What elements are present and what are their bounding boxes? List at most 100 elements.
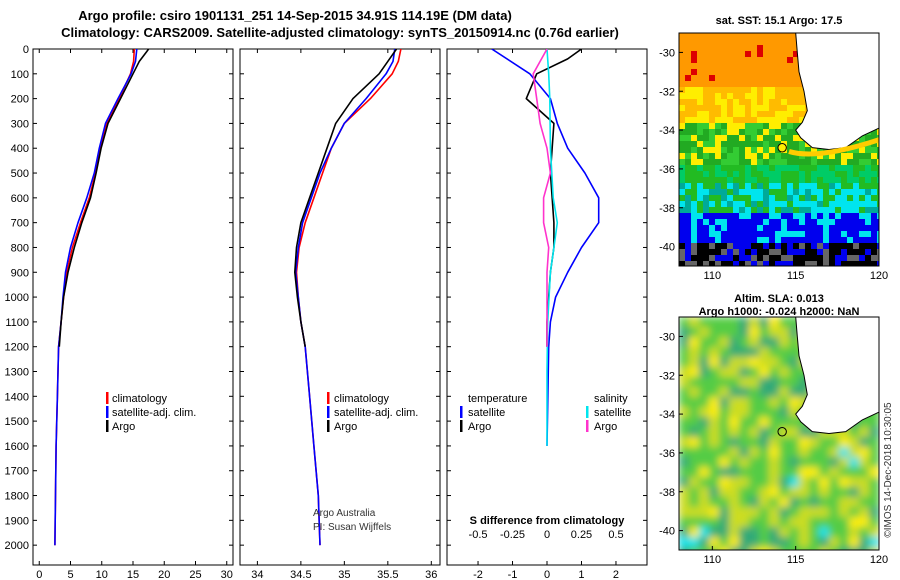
map-y-tick-label: -36: [659, 164, 675, 176]
legend-label-argo: Argo: [334, 421, 357, 433]
sla-map: 110 115 120 -30 -32 -34 -36 -38 -40: [659, 316, 888, 566]
series-line-satellite-adj-clim-: [294, 49, 396, 546]
x-tick-label: 10: [96, 569, 108, 580]
argo-float-marker: [777, 143, 787, 153]
argo-credit-2: PI: Susan Wijffels: [313, 522, 391, 533]
x-tick-label: 30: [221, 569, 233, 580]
legend-swatch-temp-satellite: [460, 406, 463, 418]
series-group: [491, 49, 600, 446]
temperature-legend: climatology satellite-adj. clim. Argo: [106, 392, 196, 433]
x-tick-label: 0: [544, 569, 550, 580]
map-y-tick-label: -34: [659, 125, 675, 137]
s-diff-tick-label: 0.25: [571, 529, 592, 541]
legend-swatch-argo: [327, 420, 330, 432]
map-y-tick-label: -32: [659, 370, 675, 382]
y-tick-label: 700: [11, 218, 29, 230]
map-y-tick-label: -40: [659, 526, 675, 538]
legend-swatch-argo: [106, 420, 109, 432]
y-tick-label: 100: [11, 69, 29, 81]
s-diff-tick-label: -0.25: [500, 529, 525, 541]
legend-label-sal-argo: Argo: [594, 421, 617, 433]
plot-frame: [32, 48, 234, 566]
difference-panel: -2-1012T difference from climatologyS di…: [446, 48, 648, 580]
map-y-tick-label: -32: [659, 86, 675, 98]
map-x-tick-label: 120: [870, 554, 888, 566]
legend-label-satellite: satellite-adj. clim.: [112, 407, 196, 419]
map-x-tick-label: 115: [787, 270, 805, 282]
legend-label-climatology: climatology: [334, 393, 390, 405]
s-diff-axis-label: S difference from climatology: [470, 515, 626, 527]
series-line-salinity-argo: [532, 49, 552, 347]
plot-frame: [239, 48, 441, 566]
imos-credit: ©IMOS 14-Dec-2018 10:30:05: [883, 402, 894, 538]
x-tick-label: 2: [613, 569, 619, 580]
legend-label-argo: Argo: [112, 421, 135, 433]
y-tick-label: 200: [11, 94, 29, 106]
legend-swatch-satellite: [327, 406, 330, 418]
series-line-temperature-satellite: [491, 49, 600, 446]
map-x-tick-label: 110: [704, 270, 722, 282]
legend-swatch-climatology: [106, 392, 109, 404]
x-tick-label: 36: [425, 569, 437, 580]
legend-swatch-satellite: [106, 406, 109, 418]
coastline: [795, 317, 879, 435]
legend-swatch-sal-satellite: [586, 406, 589, 418]
difference-legend: temperature satellite Argo salinity sate…: [460, 393, 631, 433]
y-tick-label: 400: [11, 143, 29, 155]
map-field: [679, 33, 879, 266]
y-tick-label: 1500: [5, 416, 29, 428]
x-tick-label: 25: [189, 569, 201, 580]
map-field: [679, 317, 879, 550]
y-tick-label: 1100: [5, 317, 29, 329]
legend-heading-salinity: salinity: [594, 393, 628, 405]
x-tick-label: 5: [67, 569, 73, 580]
y-tick-label: 500: [11, 168, 29, 180]
legend-label-temp-argo: Argo: [468, 421, 491, 433]
x-tick-label: 20: [158, 569, 170, 580]
series-line-satellite-adj-clim-: [54, 49, 138, 546]
s-diff-tick-label: 0.5: [608, 529, 623, 541]
map-frame: [678, 32, 880, 267]
land-mask: [795, 33, 879, 150]
x-tick-label: -1: [508, 569, 518, 580]
series-line-argo: [294, 49, 398, 347]
y-tick-label: 1900: [5, 515, 29, 527]
warm-current: [788, 137, 879, 157]
legend-swatch-temp-argo: [460, 420, 463, 432]
map-y-tick-label: -34: [659, 409, 675, 421]
y-tick-label: 1200: [5, 342, 29, 354]
map-y-tick-label: -38: [659, 487, 675, 499]
x-tick-label: 34: [251, 569, 263, 580]
sst-map: 110 115 120 -30 -32 -34 -36 -38 -40: [659, 32, 888, 282]
series-group: [294, 49, 402, 546]
y-tick-label: 2000: [5, 540, 29, 552]
s-diff-tick-label: -0.5: [469, 529, 488, 541]
y-tick-label: 1600: [5, 441, 29, 453]
map-frame: [678, 316, 880, 551]
y-tick-label: 1400: [5, 391, 29, 403]
argo-float-marker: [777, 427, 787, 437]
legend-label-satellite: satellite-adj. clim.: [334, 407, 418, 419]
salinity-legend: climatology satellite-adj. clim. Argo: [327, 392, 418, 433]
y-tick-label: 600: [11, 193, 29, 205]
x-tick-label: 15: [127, 569, 139, 580]
x-tick-label: -2: [473, 569, 483, 580]
land-mask: [795, 317, 879, 434]
series-line-argo: [58, 49, 150, 347]
map-y-tick-label: -30: [659, 47, 675, 59]
coastline: [795, 33, 879, 151]
map-y-tick-label: -40: [659, 242, 675, 254]
series-group: [54, 49, 150, 546]
y-tick-label: 1000: [5, 292, 29, 304]
legend-label-climatology: climatology: [112, 393, 168, 405]
y-tick-label: 1300: [5, 367, 29, 379]
map-x-tick-label: 110: [704, 554, 722, 566]
map-y-tick-label: -30: [659, 331, 675, 343]
sla-map-title-1: Altim. SLA: 0.013: [734, 293, 824, 305]
legend-swatch-climatology: [327, 392, 330, 404]
temperature-panel: 0 5 10 15 20 25 300100200300400500600700800900…: [5, 44, 234, 580]
x-tick-label: 1: [578, 569, 584, 580]
legend-swatch-sal-argo: [586, 420, 589, 432]
argo-credit-1: Argo Australia: [313, 508, 376, 519]
